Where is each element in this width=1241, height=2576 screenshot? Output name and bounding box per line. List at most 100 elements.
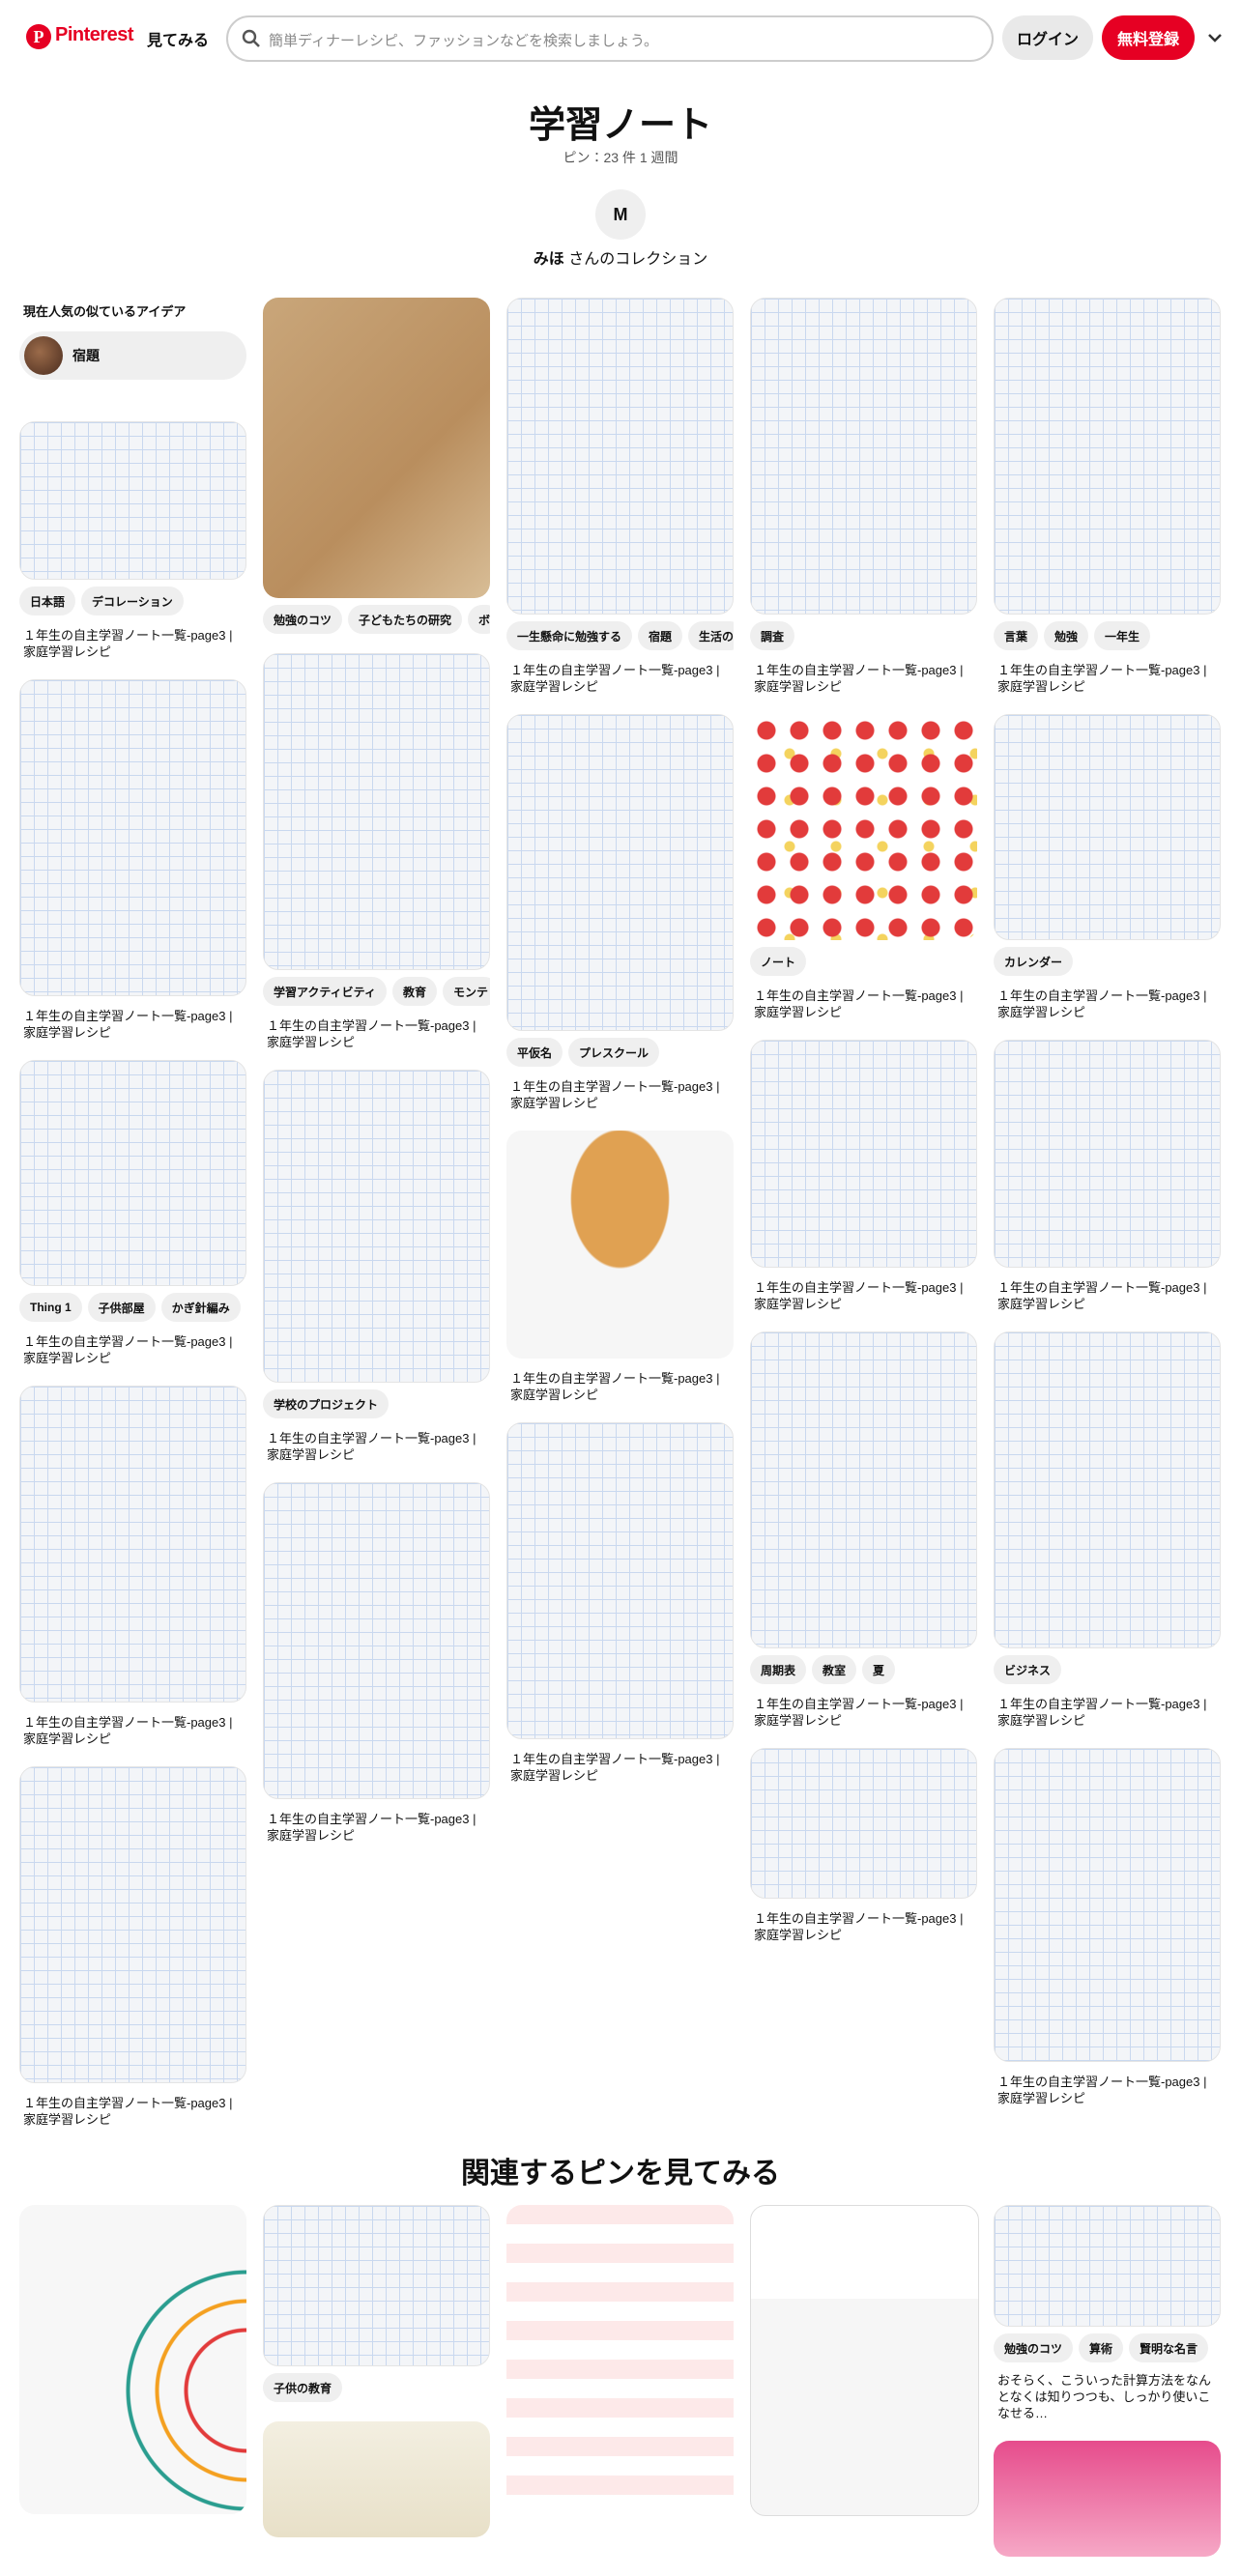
pin-title[interactable]: １年生の自主学習ノート一覧-page3 | 家庭学習レシピ: [23, 628, 233, 659]
pin-title[interactable]: １年生の自主学習ノート一覧-page3 | 家庭学習レシピ: [997, 1280, 1207, 1311]
tag-chip[interactable]: 平仮名: [506, 1038, 563, 1067]
tag-chip[interactable]: 子供の教育: [263, 2373, 343, 2402]
owner-name[interactable]: みほ: [533, 251, 564, 268]
pin[interactable]: １年生の自主学習ノート一覧-page3 | 家庭学習レシピ: [750, 1040, 977, 1312]
search-bar[interactable]: 簡単ディナーレシピ、ファッションなどを検索しましょう。: [226, 15, 994, 62]
pin[interactable]: ビジネス １年生の自主学習ノート一覧-page3 | 家庭学習レシピ: [994, 1331, 1221, 1729]
tag-chip[interactable]: 勉強のコツ: [994, 2333, 1074, 2362]
tag-chip[interactable]: 子供部屋: [87, 1293, 156, 1322]
pin-title[interactable]: １年生の自主学習ノート一覧-page3 | 家庭学習レシピ: [267, 1018, 476, 1049]
pin[interactable]: １年生の自主学習ノート一覧-page3 | 家庭学習レシピ: [19, 1386, 246, 1747]
tag-chip[interactable]: デコレーション: [81, 587, 184, 615]
pin[interactable]: １年生の自主学習ノート一覧-page3 | 家庭学習レシピ: [263, 1482, 490, 1844]
tag-chip[interactable]: 学習アクティビティ: [263, 977, 387, 1006]
pin-title[interactable]: １年生の自主学習ノート一覧-page3 | 家庭学習レシピ: [23, 2096, 233, 2127]
pin-image[interactable]: [994, 298, 1221, 615]
pin-image[interactable]: [263, 2205, 490, 2366]
pin-title[interactable]: １年生の自主学習ノート一覧-page3 | 家庭学習レシピ: [510, 1079, 720, 1110]
explore-link[interactable]: 見てみる: [147, 33, 210, 49]
tag-chip[interactable]: 言葉: [994, 621, 1039, 650]
pin[interactable]: ノート １年生の自主学習ノート一覧-page3 | 家庭学習レシピ: [750, 714, 977, 1020]
pin[interactable]: １年生の自主学習ノート一覧-page3 | 家庭学習レシピ: [19, 1766, 246, 2128]
pin[interactable]: 子供の教育: [263, 2205, 490, 2402]
pin[interactable]: １年生の自主学習ノート一覧-page3 | 家庭学習レシピ: [994, 1748, 1221, 2106]
pin-image[interactable]: [506, 1131, 734, 1359]
tag-chip[interactable]: 勉強のコツ: [263, 605, 343, 634]
pin-title[interactable]: １年生の自主学習ノート一覧-page3 | 家庭学習レシピ: [510, 1752, 720, 1783]
pin-image[interactable]: [506, 714, 734, 1031]
pin[interactable]: １年生の自主学習ノート一覧-page3 | 家庭学習レシピ: [506, 1422, 734, 1784]
pin[interactable]: 学校のプロジェクト １年生の自主学習ノート一覧-page3 | 家庭学習レシピ: [263, 1070, 490, 1463]
pin[interactable]: 日本語 デコレーション １年生の自主学習ノート一覧-page3 | 家庭学習レシピ: [19, 421, 246, 660]
pin-image[interactable]: [506, 298, 734, 615]
sidebar-chip[interactable]: 宿題: [19, 331, 246, 380]
tag-chip[interactable]: 周期表: [750, 1655, 807, 1684]
login-button[interactable]: ログイン: [1002, 15, 1093, 60]
pin[interactable]: 一生懸命に勉強する 宿題 生活の １年生の自主学習ノート一覧-page3 | 家庭学習…: [506, 298, 734, 695]
pin-image[interactable]: [750, 1748, 977, 1899]
pin[interactable]: カレンダー １年生の自主学習ノート一覧-page3 | 家庭学習レシピ: [994, 714, 1221, 1020]
pin-image[interactable]: [994, 2205, 1221, 2327]
tag-chip[interactable]: 教育: [391, 977, 437, 1006]
pin-title[interactable]: １年生の自主学習ノート一覧-page3 | 家庭学習レシピ: [997, 988, 1207, 1019]
tag-chip[interactable]: 算術: [1079, 2333, 1124, 2362]
pin[interactable]: 学習アクティビティ 教育 モンテ １年生の自主学習ノート一覧-page3 | 家庭学習…: [263, 653, 490, 1050]
pin-title[interactable]: １年生の自主学習ノート一覧-page3 | 家庭学習レシピ: [267, 1431, 476, 1462]
signup-button[interactable]: 無料登録: [1102, 15, 1195, 60]
pin-title[interactable]: １年生の自主学習ノート一覧-page3 | 家庭学習レシピ: [510, 663, 720, 694]
logo[interactable]: Pinterest: [55, 24, 134, 45]
pin[interactable]: 平仮名 プレスクール １年生の自主学習ノート一覧-page3 | 家庭学習レシピ: [506, 714, 734, 1111]
pin[interactable]: 言葉 勉強 一年生 １年生の自主学習ノート一覧-page3 | 家庭学習レシピ: [994, 298, 1221, 695]
pin-image[interactable]: [750, 1331, 977, 1648]
pin-title[interactable]: １年生の自主学習ノート一覧-page3 | 家庭学習レシピ: [754, 988, 964, 1019]
tag-chip[interactable]: 一年生: [1094, 621, 1151, 650]
tag-chip[interactable]: ボ: [468, 605, 490, 634]
pin[interactable]: 周期表 教室夏 １年生の自主学習ノート一覧-page3 | 家庭学習レシピ: [750, 1331, 977, 1729]
tag-chip[interactable]: 調査: [750, 621, 795, 650]
pin-image[interactable]: [19, 421, 246, 580]
pin-image[interactable]: [263, 298, 490, 598]
pin-image[interactable]: [19, 1060, 246, 1286]
pin-title[interactable]: １年生の自主学習ノート一覧-page3 | 家庭学習レシピ: [754, 1280, 964, 1311]
pin[interactable]: １年生の自主学習ノート一覧-page3 | 家庭学習レシピ: [750, 1748, 977, 1943]
pin-image[interactable]: [994, 1748, 1221, 2062]
tag-chip[interactable]: Thing 1: [19, 1293, 82, 1322]
logo-icon[interactable]: P: [25, 23, 52, 50]
pin-title[interactable]: １年生の自主学習ノート一覧-page3 | 家庭学習レシピ: [754, 663, 964, 694]
related-image[interactable]: [506, 2205, 734, 2514]
pin[interactable]: 勉強のコツ 子どもたちの研究ボ: [263, 298, 490, 634]
pin-image[interactable]: [506, 1422, 734, 1739]
pin-image[interactable]: [994, 714, 1221, 940]
tag-chip[interactable]: 賢明な名言: [1129, 2333, 1209, 2362]
related-image[interactable]: [263, 2421, 490, 2537]
pin-image[interactable]: [19, 1386, 246, 1703]
tag-chip[interactable]: ビジネス: [994, 1655, 1062, 1684]
pin-title[interactable]: １年生の自主学習ノート一覧-page3 | 家庭学習レシピ: [997, 663, 1207, 694]
pin[interactable]: １年生の自主学習ノート一覧-page3 | 家庭学習レシピ: [994, 1040, 1221, 1312]
pin-title[interactable]: １年生の自主学習ノート一覧-page3 | 家庭学習レシピ: [510, 1371, 720, 1402]
tag-chip[interactable]: 生活の: [688, 621, 734, 650]
tag-chip[interactable]: カレンダー: [994, 947, 1074, 976]
pin-image[interactable]: [263, 653, 490, 970]
related-image[interactable]: [994, 2441, 1221, 2557]
menu-chevron[interactable]: [1206, 29, 1224, 46]
pin[interactable]: 勉強のコツ 算術 賢明な名言 おそらく、こういった計算方法をなんとなくは知りつつも、し…: [994, 2205, 1221, 2421]
pin-title[interactable]: １年生の自主学習ノート一覧-page3 | 家庭学習レシピ: [23, 1009, 233, 1040]
pin-image[interactable]: [263, 1070, 490, 1383]
owner-avatar[interactable]: M: [595, 189, 646, 240]
pin-title[interactable]: １年生の自主学習ノート一覧-page3 | 家庭学習レシピ: [997, 2075, 1207, 2105]
pin-title[interactable]: １年生の自主学習ノート一覧-page3 | 家庭学習レシピ: [23, 1715, 233, 1746]
tag-chip[interactable]: 日本語: [19, 587, 76, 615]
pin[interactable]: １年生の自主学習ノート一覧-page3 | 家庭学習レシピ: [19, 679, 246, 1041]
pin[interactable]: Thing 1 子供部屋 かぎ針編み １年生の自主学習ノート一覧-page3 | 家庭…: [19, 1060, 246, 1366]
pin-image[interactable]: [19, 1766, 246, 2083]
pin-title[interactable]: １年生の自主学習ノート一覧-page3 | 家庭学習レシピ: [754, 1697, 964, 1728]
related-image[interactable]: [750, 2205, 979, 2516]
pin[interactable]: １年生の自主学習ノート一覧-page3 | 家庭学習レシピ: [506, 1131, 734, 1403]
tag-chip[interactable]: 夏: [862, 1655, 896, 1684]
pin-image[interactable]: [750, 714, 977, 940]
pin-title[interactable]: １年生の自主学習ノート一覧-page3 | 家庭学習レシピ: [997, 1697, 1207, 1728]
tag-chip[interactable]: モンテ: [442, 977, 490, 1006]
pin-image[interactable]: [994, 1331, 1221, 1648]
tag-chip[interactable]: 学校のプロジェクト: [263, 1389, 390, 1418]
